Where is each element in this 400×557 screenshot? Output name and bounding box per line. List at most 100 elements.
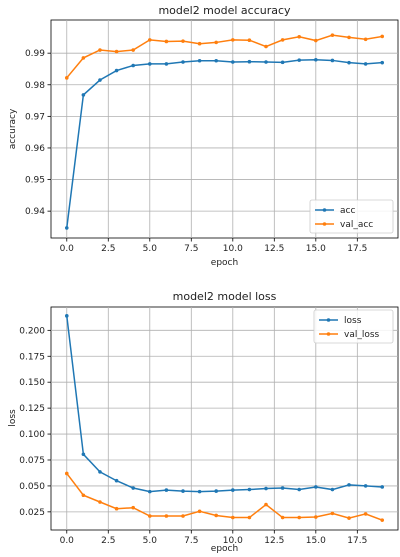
x-tick-label: 10.0 [223, 244, 243, 254]
data-point-loss [98, 470, 102, 474]
data-point-val_loss [197, 509, 202, 514]
y-tick-label: 0.050 [19, 482, 45, 492]
data-point-acc [214, 58, 218, 63]
legend-marker-val_acc [322, 222, 327, 226]
legend-marker-loss [326, 318, 331, 322]
data-point-acc [363, 62, 368, 66]
data-point-val_loss [264, 502, 268, 507]
data-point-val_acc [98, 48, 102, 52]
y-axis-label: loss [8, 409, 18, 427]
series-line-val_acc [66, 34, 383, 79]
data-point-val_acc [147, 38, 152, 42]
x-axis-label: epoch [211, 258, 238, 268]
data-point-val_acc [380, 34, 385, 39]
data-point-loss [330, 487, 335, 492]
data-point-acc [81, 93, 86, 97]
data-point-acc [264, 60, 268, 64]
y-tick-label: 0.97 [25, 112, 45, 122]
x-tick-label: 0.0 [60, 244, 75, 254]
data-point-acc [297, 58, 302, 62]
data-point-val_loss [114, 506, 119, 511]
series-line-val_loss [66, 473, 383, 521]
data-point-val_loss [380, 518, 385, 522]
data-point-val_loss [330, 511, 335, 516]
data-point-acc [247, 59, 252, 64]
data-point-val_loss [347, 516, 351, 520]
legend-label-loss: loss [344, 316, 362, 326]
x-tick-label: 10.0 [223, 536, 243, 546]
data-point-loss [164, 488, 169, 492]
chart-title: model2 model loss [173, 290, 277, 303]
y-tick-label: 0.175 [19, 352, 45, 362]
data-point-acc [314, 58, 318, 62]
x-tick-label: 2.5 [101, 536, 115, 546]
data-point-loss [247, 487, 252, 492]
data-point-loss [347, 483, 351, 487]
y-tick-label: 0.075 [19, 456, 45, 466]
y-tick-label: 0.150 [19, 378, 45, 388]
data-point-val_loss [64, 471, 69, 476]
data-point-val_loss [181, 514, 185, 518]
data-point-loss [297, 487, 302, 492]
x-tick-label: 2.5 [101, 244, 115, 254]
data-point-val_loss [297, 515, 302, 520]
data-point-acc [164, 62, 169, 66]
data-point-val_acc [181, 39, 185, 43]
data-point-val_acc [81, 56, 86, 60]
data-point-val_loss [81, 493, 86, 498]
data-point-val_acc [330, 33, 335, 37]
data-point-acc [147, 62, 152, 66]
data-point-val_acc [264, 44, 268, 49]
x-tick-label: 5.0 [143, 244, 158, 254]
y-tick-label: 0.200 [19, 326, 45, 336]
y-tick-label: 0.125 [19, 404, 45, 414]
data-point-loss [197, 489, 202, 494]
data-point-loss [131, 486, 135, 490]
y-tick-label: 0.95 [25, 176, 45, 186]
data-point-val_acc [247, 38, 252, 43]
data-point-acc [380, 60, 385, 65]
data-point-val_acc [131, 48, 135, 52]
loss-chart: model2 model loss epoch loss 0.0 2.5 5.0 7.… [8, 290, 399, 554]
x-tick-label: 5.0 [143, 536, 158, 546]
legend-label-val_loss: val_loss [344, 330, 380, 340]
legend-marker-val_loss [326, 332, 331, 336]
series-line-acc [66, 59, 383, 228]
data-point-acc [64, 226, 69, 230]
data-point-val_acc [164, 39, 169, 44]
data-point-val_acc [64, 76, 69, 80]
y-tick-label: 0.100 [19, 430, 45, 440]
data-point-loss [314, 485, 318, 489]
data-point-loss [280, 486, 285, 490]
data-point-loss [114, 478, 119, 483]
legend-marker-acc [322, 208, 327, 212]
data-point-acc [131, 63, 135, 68]
data-point-loss [81, 452, 86, 457]
data-point-val_acc [214, 40, 218, 45]
data-point-val_loss [164, 514, 169, 518]
y-tick-label: 0.99 [25, 49, 45, 59]
series-line-loss [66, 315, 383, 493]
data-point-val_acc [280, 38, 285, 42]
x-tick-label: 0.0 [60, 536, 75, 546]
data-point-loss [231, 488, 235, 492]
data-point-val_acc [231, 38, 235, 42]
x-axis-label: epoch [211, 544, 238, 554]
legend-label-acc: acc [340, 206, 355, 216]
data-point-acc [231, 60, 235, 64]
data-point-acc [347, 60, 351, 65]
data-point-loss [380, 485, 385, 489]
data-point-acc [280, 60, 285, 65]
data-point-val_loss [314, 515, 318, 519]
x-tick-label: 12.5 [264, 244, 284, 254]
x-tick-label: 7.5 [184, 536, 198, 546]
data-point-acc [98, 78, 102, 82]
data-point-val_acc [314, 38, 318, 43]
legend-label-val_acc: val_acc [340, 220, 373, 230]
accuracy-chart: model2 model accuracy epoch accuracy 0.0… [8, 4, 399, 268]
data-point-loss [264, 486, 268, 491]
chart-title: model2 model accuracy [158, 4, 291, 17]
data-point-loss [147, 489, 152, 494]
data-point-val_acc [197, 41, 202, 46]
